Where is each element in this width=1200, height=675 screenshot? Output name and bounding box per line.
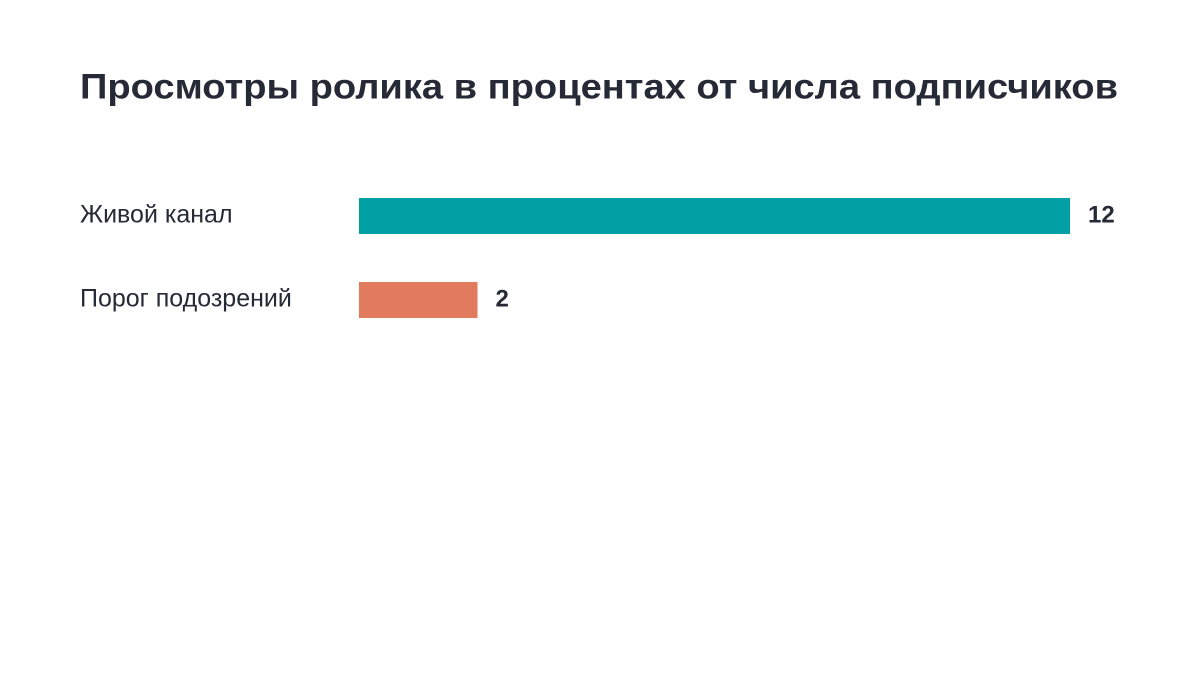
- category-label: Живой канал: [80, 201, 233, 229]
- chart-title: Просмотры ролика в процентах от числа по…: [80, 67, 1118, 106]
- bar: [359, 282, 478, 318]
- bar: [359, 198, 1070, 234]
- value-label: 12: [1088, 201, 1115, 228]
- category-label: Порог подозрений: [80, 285, 292, 313]
- value-label: 2: [496, 285, 509, 312]
